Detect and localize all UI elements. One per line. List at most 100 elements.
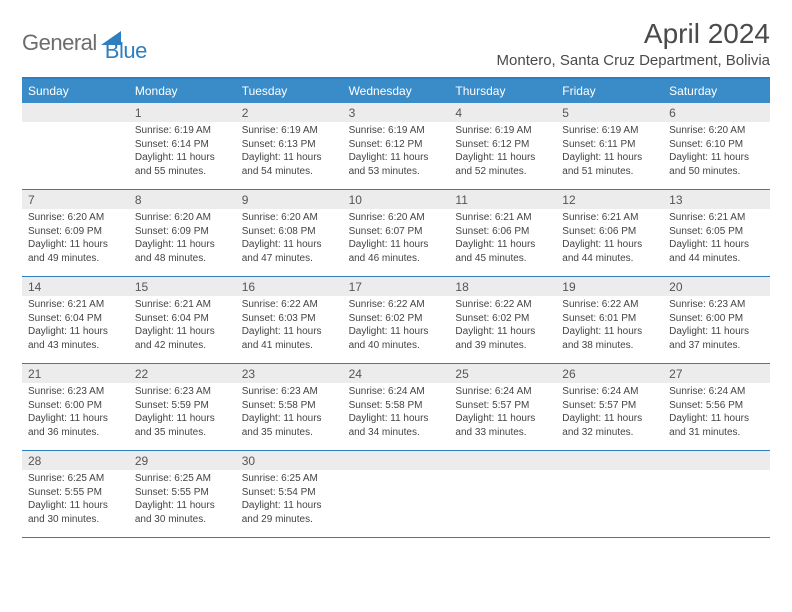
sunset-text: Sunset: 6:06 PM bbox=[455, 225, 550, 239]
sunset-text: Sunset: 6:08 PM bbox=[242, 225, 337, 239]
daylight-text-2: and 29 minutes. bbox=[242, 513, 337, 527]
day-details: Sunrise: 6:21 AMSunset: 6:06 PMDaylight:… bbox=[556, 209, 663, 269]
day-number: 6 bbox=[663, 103, 770, 122]
day-details: Sunrise: 6:20 AMSunset: 6:07 PMDaylight:… bbox=[343, 209, 450, 269]
sunrise-text: Sunrise: 6:21 AM bbox=[669, 211, 764, 225]
sunset-text: Sunset: 5:55 PM bbox=[135, 486, 230, 500]
day-details: Sunrise: 6:19 AMSunset: 6:14 PMDaylight:… bbox=[129, 122, 236, 182]
day-header-tue: Tuesday bbox=[236, 79, 343, 103]
daylight-text-1: Daylight: 11 hours bbox=[455, 151, 550, 165]
sunrise-text: Sunrise: 6:24 AM bbox=[669, 385, 764, 399]
day-details: Sunrise: 6:20 AMSunset: 6:09 PMDaylight:… bbox=[129, 209, 236, 269]
sunrise-text: Sunrise: 6:20 AM bbox=[28, 211, 123, 225]
day-details: Sunrise: 6:25 AMSunset: 5:55 PMDaylight:… bbox=[129, 470, 236, 530]
sunrise-text: Sunrise: 6:23 AM bbox=[669, 298, 764, 312]
calendar-cell: 26Sunrise: 6:24 AMSunset: 5:57 PMDayligh… bbox=[556, 364, 663, 450]
day-number: 26 bbox=[556, 364, 663, 383]
daylight-text-1: Daylight: 11 hours bbox=[669, 412, 764, 426]
day-number: 9 bbox=[236, 190, 343, 209]
header: General Blue April 2024 Montero, Santa C… bbox=[22, 18, 770, 69]
logo-blue-text: Blue bbox=[105, 38, 147, 64]
daylight-text-2: and 36 minutes. bbox=[28, 426, 123, 440]
daylight-text-2: and 49 minutes. bbox=[28, 252, 123, 266]
day-number: 17 bbox=[343, 277, 450, 296]
daylight-text-2: and 52 minutes. bbox=[455, 165, 550, 179]
day-details: Sunrise: 6:22 AMSunset: 6:02 PMDaylight:… bbox=[343, 296, 450, 356]
calendar-cell: 12Sunrise: 6:21 AMSunset: 6:06 PMDayligh… bbox=[556, 190, 663, 276]
sunrise-text: Sunrise: 6:25 AM bbox=[28, 472, 123, 486]
sunrise-text: Sunrise: 6:24 AM bbox=[562, 385, 657, 399]
day-details: Sunrise: 6:19 AMSunset: 6:12 PMDaylight:… bbox=[343, 122, 450, 182]
sunrise-text: Sunrise: 6:22 AM bbox=[562, 298, 657, 312]
day-details: Sunrise: 6:20 AMSunset: 6:08 PMDaylight:… bbox=[236, 209, 343, 269]
sunrise-text: Sunrise: 6:25 AM bbox=[242, 472, 337, 486]
calendar-cell: 11Sunrise: 6:21 AMSunset: 6:06 PMDayligh… bbox=[449, 190, 556, 276]
sunrise-text: Sunrise: 6:21 AM bbox=[455, 211, 550, 225]
day-number: 25 bbox=[449, 364, 556, 383]
daylight-text-2: and 39 minutes. bbox=[455, 339, 550, 353]
daylight-text-1: Daylight: 11 hours bbox=[669, 325, 764, 339]
calendar-cell: 13Sunrise: 6:21 AMSunset: 6:05 PMDayligh… bbox=[663, 190, 770, 276]
day-details: Sunrise: 6:21 AMSunset: 6:05 PMDaylight:… bbox=[663, 209, 770, 269]
day-number: 15 bbox=[129, 277, 236, 296]
sunrise-text: Sunrise: 6:19 AM bbox=[349, 124, 444, 138]
day-details: Sunrise: 6:25 AMSunset: 5:55 PMDaylight:… bbox=[22, 470, 129, 530]
week-row: 21Sunrise: 6:23 AMSunset: 6:00 PMDayligh… bbox=[22, 364, 770, 451]
sunset-text: Sunset: 6:05 PM bbox=[669, 225, 764, 239]
daylight-text-2: and 42 minutes. bbox=[135, 339, 230, 353]
sunset-text: Sunset: 6:01 PM bbox=[562, 312, 657, 326]
day-details: Sunrise: 6:20 AMSunset: 6:09 PMDaylight:… bbox=[22, 209, 129, 269]
day-header-fri: Friday bbox=[556, 79, 663, 103]
calendar-cell: 4Sunrise: 6:19 AMSunset: 6:12 PMDaylight… bbox=[449, 103, 556, 189]
day-details: Sunrise: 6:23 AMSunset: 5:59 PMDaylight:… bbox=[129, 383, 236, 443]
day-details: Sunrise: 6:24 AMSunset: 5:57 PMDaylight:… bbox=[449, 383, 556, 443]
day-header-sat: Saturday bbox=[663, 79, 770, 103]
day-details: Sunrise: 6:21 AMSunset: 6:04 PMDaylight:… bbox=[22, 296, 129, 356]
sunrise-text: Sunrise: 6:21 AM bbox=[562, 211, 657, 225]
sunset-text: Sunset: 5:55 PM bbox=[28, 486, 123, 500]
daylight-text-1: Daylight: 11 hours bbox=[242, 238, 337, 252]
daylight-text-1: Daylight: 11 hours bbox=[455, 325, 550, 339]
daylight-text-1: Daylight: 11 hours bbox=[28, 238, 123, 252]
sunset-text: Sunset: 6:00 PM bbox=[28, 399, 123, 413]
sunrise-text: Sunrise: 6:20 AM bbox=[242, 211, 337, 225]
daylight-text-2: and 41 minutes. bbox=[242, 339, 337, 353]
sunrise-text: Sunrise: 6:23 AM bbox=[135, 385, 230, 399]
day-details: Sunrise: 6:23 AMSunset: 6:00 PMDaylight:… bbox=[663, 296, 770, 356]
sunset-text: Sunset: 6:14 PM bbox=[135, 138, 230, 152]
daylight-text-2: and 35 minutes. bbox=[135, 426, 230, 440]
day-details: Sunrise: 6:24 AMSunset: 5:57 PMDaylight:… bbox=[556, 383, 663, 443]
location-text: Montero, Santa Cruz Department, Bolivia bbox=[497, 52, 770, 69]
logo: General Blue bbox=[22, 22, 147, 64]
daylight-text-1: Daylight: 11 hours bbox=[349, 325, 444, 339]
day-number: 16 bbox=[236, 277, 343, 296]
daylight-text-2: and 44 minutes. bbox=[562, 252, 657, 266]
calendar-cell: 30Sunrise: 6:25 AMSunset: 5:54 PMDayligh… bbox=[236, 451, 343, 537]
calendar-cell: 17Sunrise: 6:22 AMSunset: 6:02 PMDayligh… bbox=[343, 277, 450, 363]
day-number: 7 bbox=[22, 190, 129, 209]
daylight-text-1: Daylight: 11 hours bbox=[669, 151, 764, 165]
day-details: Sunrise: 6:19 AMSunset: 6:12 PMDaylight:… bbox=[449, 122, 556, 182]
calendar-cell: 18Sunrise: 6:22 AMSunset: 6:02 PMDayligh… bbox=[449, 277, 556, 363]
calendar-cell: 19Sunrise: 6:22 AMSunset: 6:01 PMDayligh… bbox=[556, 277, 663, 363]
day-details: Sunrise: 6:21 AMSunset: 6:06 PMDaylight:… bbox=[449, 209, 556, 269]
sunset-text: Sunset: 6:12 PM bbox=[455, 138, 550, 152]
day-number: 20 bbox=[663, 277, 770, 296]
day-number: 4 bbox=[449, 103, 556, 122]
day-details: Sunrise: 6:24 AMSunset: 5:56 PMDaylight:… bbox=[663, 383, 770, 443]
day-details: Sunrise: 6:20 AMSunset: 6:10 PMDaylight:… bbox=[663, 122, 770, 182]
daylight-text-2: and 47 minutes. bbox=[242, 252, 337, 266]
day-header-wed: Wednesday bbox=[343, 79, 450, 103]
day-details: Sunrise: 6:24 AMSunset: 5:58 PMDaylight:… bbox=[343, 383, 450, 443]
day-number: 24 bbox=[343, 364, 450, 383]
day-number: 29 bbox=[129, 451, 236, 470]
sunset-text: Sunset: 6:11 PM bbox=[562, 138, 657, 152]
daylight-text-1: Daylight: 11 hours bbox=[349, 238, 444, 252]
day-number: 11 bbox=[449, 190, 556, 209]
day-number: 10 bbox=[343, 190, 450, 209]
title-block: April 2024 Montero, Santa Cruz Departmen… bbox=[497, 18, 770, 69]
daylight-text-2: and 45 minutes. bbox=[455, 252, 550, 266]
sunset-text: Sunset: 6:13 PM bbox=[242, 138, 337, 152]
sunset-text: Sunset: 6:03 PM bbox=[242, 312, 337, 326]
daylight-text-1: Daylight: 11 hours bbox=[349, 151, 444, 165]
